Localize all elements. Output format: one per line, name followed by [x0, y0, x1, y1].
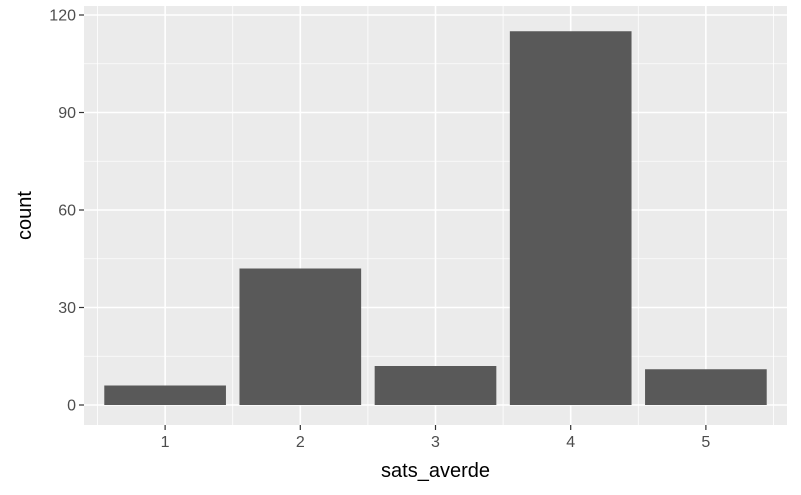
- bar-5: [645, 369, 767, 405]
- x-tick-label: 5: [701, 434, 710, 451]
- y-tick-label: 120: [49, 8, 76, 25]
- bar-3: [374, 366, 497, 405]
- y-tick-label: 30: [58, 300, 76, 317]
- bar-4: [509, 31, 632, 405]
- y-tick-label: 60: [58, 203, 76, 220]
- x-axis: 1 2 3 4 5: [161, 425, 710, 451]
- x-axis-title: sats_averde: [381, 460, 490, 482]
- x-tick-label: 4: [566, 434, 575, 451]
- y-axis-title: count: [14, 191, 36, 240]
- y-tick-label: 0: [67, 398, 76, 415]
- bar-1: [104, 385, 226, 405]
- bars: [104, 31, 767, 405]
- y-axis: 0 30 60 90 120: [49, 8, 84, 415]
- y-tick-label: 90: [58, 105, 76, 122]
- x-tick-label: 3: [431, 434, 440, 451]
- x-tick-label: 1: [161, 434, 170, 451]
- bar-2: [239, 268, 362, 405]
- x-tick-label: 2: [296, 434, 305, 451]
